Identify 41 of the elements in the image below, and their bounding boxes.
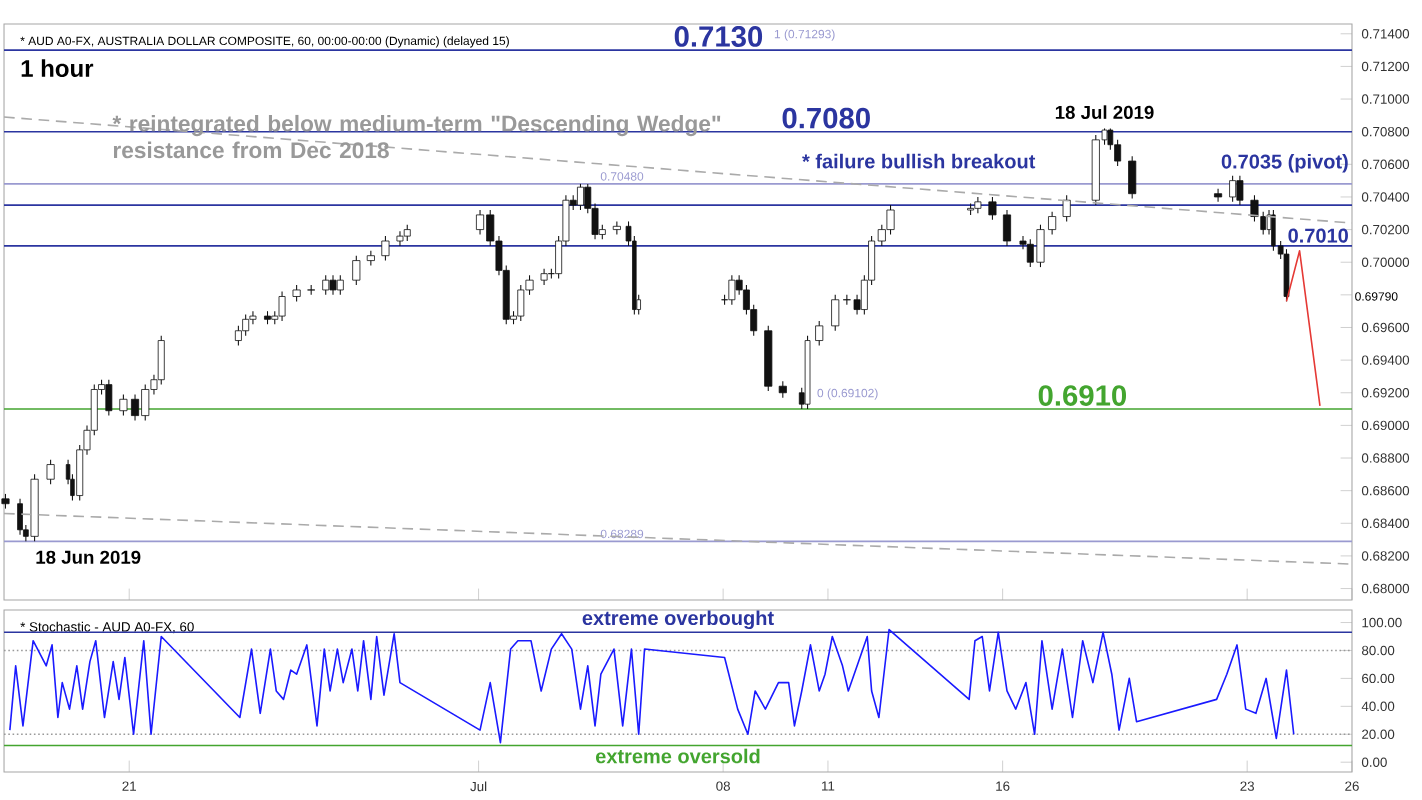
candlestick [329,274,337,296]
candlestick [1283,248,1290,302]
candlestick [728,274,736,306]
candlestick [577,183,584,211]
candlestick [381,235,390,262]
candlestick [1062,194,1071,222]
candlestick [1002,209,1012,247]
candlestick [396,230,404,247]
candlestick [336,274,344,296]
candlestick [352,255,361,286]
ref-line-label: 0.7035 (pivot) [1221,153,1348,173]
ref-line-label: 0.7080 [782,107,870,129]
candlestick [1128,155,1137,200]
ref-line-label: extreme overbought [582,610,774,630]
candlestick [886,204,895,236]
candlestick [242,313,250,337]
candlestick [17,498,23,536]
candlestick [815,320,824,346]
annotation: * failure bullish breakout [802,153,1036,169]
candlestick [105,379,113,417]
candlestick [1236,175,1244,206]
annotation: 18 Jul 2019 [1055,105,1154,119]
candlestick [612,220,621,236]
candlestick [322,274,330,296]
ref-line-label: 0.6910 [1038,385,1127,406]
candlestick [1229,175,1237,203]
candlestick [278,291,286,322]
candlestick [974,196,982,214]
candlestick [157,335,165,386]
candlestick [366,250,375,267]
candlestick [540,268,548,286]
ref-line-label: 0.7130 [674,26,763,47]
ref-line-label: 0.7010 [1288,228,1348,243]
annotation: 18 Jun 2019 [36,550,141,564]
candlestick [1214,188,1223,203]
candlestick [46,459,55,485]
candlestick [988,196,997,221]
candlestick [1250,194,1259,222]
candlestick [1271,209,1276,252]
ref-line-label: extreme oversold [595,748,760,764]
text: 1 hour [21,59,94,77]
